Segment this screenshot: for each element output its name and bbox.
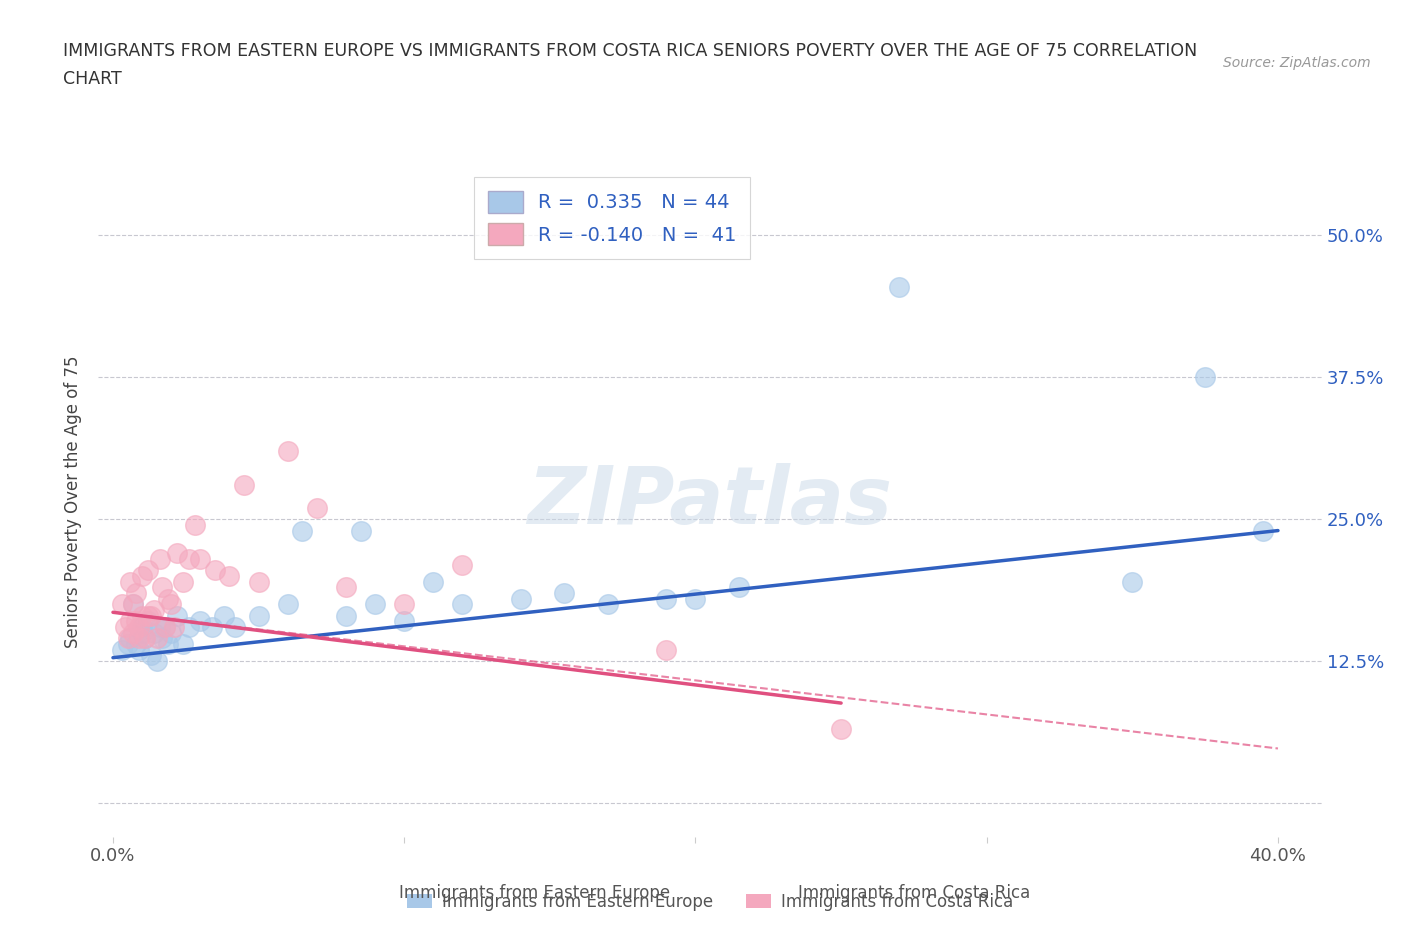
Point	[157, 637, 180, 652]
Point	[201, 619, 224, 634]
Point	[655, 643, 678, 658]
Point	[134, 631, 156, 645]
Point	[114, 619, 136, 634]
Point	[120, 574, 142, 589]
Point	[145, 654, 167, 669]
Point	[553, 586, 575, 601]
Point	[166, 608, 188, 623]
Point	[134, 631, 156, 645]
Point	[152, 580, 174, 595]
Point	[889, 279, 911, 294]
Point	[305, 500, 328, 515]
Point	[291, 524, 314, 538]
Point	[131, 608, 153, 623]
Point	[451, 557, 474, 572]
Point	[177, 551, 200, 566]
Point	[1194, 370, 1216, 385]
Point	[111, 643, 134, 658]
Text: ZIPatlas: ZIPatlas	[527, 463, 893, 541]
Point	[728, 580, 751, 595]
Point	[155, 619, 177, 634]
Point	[125, 637, 148, 652]
Point	[111, 597, 134, 612]
Point	[394, 614, 416, 629]
Point	[157, 591, 180, 606]
Point	[509, 591, 531, 606]
Point	[188, 551, 212, 566]
Point	[655, 591, 678, 606]
Point	[136, 614, 159, 629]
Point	[122, 625, 145, 640]
Point	[128, 631, 150, 645]
Point	[172, 574, 194, 589]
Point	[335, 608, 357, 623]
Point	[160, 625, 183, 640]
Point	[142, 603, 165, 618]
Text: IMMIGRANTS FROM EASTERN EUROPE VS IMMIGRANTS FROM COSTA RICA SENIORS POVERTY OVE: IMMIGRANTS FROM EASTERN EUROPE VS IMMIGR…	[63, 42, 1198, 60]
Point	[131, 619, 153, 634]
Y-axis label: Seniors Poverty Over the Age of 75: Seniors Poverty Over the Age of 75	[65, 356, 83, 648]
Point	[163, 619, 186, 634]
Point	[120, 631, 142, 645]
Point	[349, 524, 371, 538]
Text: Immigrants from Costa Rica: Immigrants from Costa Rica	[797, 884, 1031, 902]
Point	[394, 597, 416, 612]
Point	[1121, 574, 1143, 589]
Point	[131, 568, 153, 583]
Point	[188, 614, 212, 629]
Point	[224, 619, 246, 634]
Point	[218, 568, 240, 583]
Point	[122, 597, 145, 612]
Point	[142, 625, 165, 640]
Point	[364, 597, 387, 612]
Point	[166, 546, 188, 561]
Point	[277, 597, 299, 612]
Legend: Immigrants from Eastern Europe, Immigrants from Costa Rica: Immigrants from Eastern Europe, Immigran…	[398, 884, 1022, 919]
Point	[136, 563, 159, 578]
Point	[131, 625, 153, 640]
Text: Immigrants from Eastern Europe: Immigrants from Eastern Europe	[399, 884, 669, 902]
Point	[247, 608, 270, 623]
Point	[277, 444, 299, 458]
Point	[152, 631, 174, 645]
Point	[128, 643, 150, 658]
Point	[335, 580, 357, 595]
Point	[128, 619, 150, 634]
Point	[117, 631, 139, 645]
Point	[149, 551, 172, 566]
Point	[125, 586, 148, 601]
Point	[830, 722, 852, 737]
Point	[422, 574, 444, 589]
Point	[183, 517, 205, 532]
Point	[598, 597, 620, 612]
Point	[233, 478, 256, 493]
Point	[204, 563, 226, 578]
Point	[685, 591, 707, 606]
Point	[149, 619, 172, 634]
Point	[172, 637, 194, 652]
Point	[451, 597, 474, 612]
Point	[160, 597, 183, 612]
Point	[122, 597, 145, 612]
Point	[212, 608, 235, 623]
Point	[125, 614, 148, 629]
Point	[139, 608, 162, 623]
Point	[120, 614, 142, 629]
Point	[1253, 524, 1275, 538]
Point	[155, 619, 177, 634]
Point	[177, 619, 200, 634]
Point	[117, 637, 139, 652]
Point	[145, 631, 167, 645]
Text: CHART: CHART	[63, 70, 122, 87]
Text: Source: ZipAtlas.com: Source: ZipAtlas.com	[1223, 56, 1371, 70]
Point	[136, 608, 159, 623]
Point	[139, 648, 162, 663]
Point	[247, 574, 270, 589]
